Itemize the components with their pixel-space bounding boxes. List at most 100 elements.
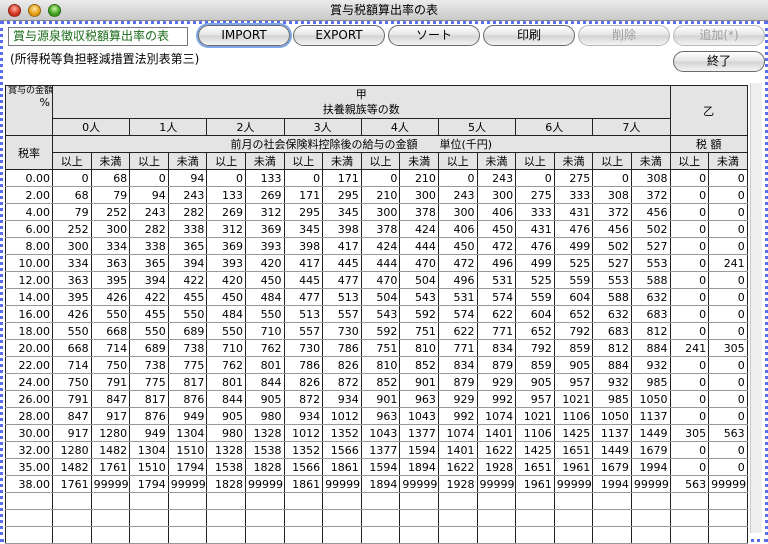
amount-cell[interactable]: 1861 (322, 458, 362, 476)
rate-cell[interactable]: 12.00 (5, 271, 53, 289)
amount-cell[interactable]: 477 (283, 288, 324, 306)
table-row[interactable]: 20.00 668 714 689 738 710 762 730 786 751 810 771 83… (5, 339, 748, 357)
table-row[interactable]: 28.00 847 917 876 949 905 980 934 1012 963 1043 992… (5, 407, 748, 425)
amount-cell[interactable]: 0 (669, 186, 710, 204)
amount-cell[interactable]: 714 (52, 356, 92, 374)
amount-cell[interactable]: 525 (515, 271, 555, 289)
amount-cell[interactable]: 0 (360, 169, 401, 187)
empty-cell[interactable] (476, 526, 517, 544)
amount-cell[interactable]: 1928 (476, 458, 517, 476)
quit-button[interactable]: 終了 (673, 51, 765, 72)
amount-cell[interactable]: 369 (244, 220, 285, 238)
amount-cell[interactable]: 455 (167, 288, 208, 306)
amount-cell[interactable]: 980 (206, 424, 246, 442)
amount-cell[interactable]: 1594 (399, 441, 439, 459)
amount-cell[interactable]: 496 (437, 271, 478, 289)
amount-cell[interactable]: 0 (708, 305, 748, 323)
amount-cell[interactable]: 1425 (515, 441, 555, 459)
amount-cell[interactable]: 252 (52, 220, 92, 238)
amount-cell[interactable]: 79 (52, 203, 92, 221)
table-row[interactable]: 2.00 68 79 94 243 133 269 171 295 210 300 243 300 275… (5, 186, 748, 204)
empty-cell[interactable] (360, 526, 401, 544)
rate-cell[interactable]: 8.00 (5, 237, 53, 255)
empty-cell[interactable] (167, 526, 208, 544)
amount-cell[interactable]: 574 (476, 288, 517, 306)
amount-cell[interactable]: 934 (283, 407, 324, 425)
amount-cell[interactable]: 1566 (283, 458, 324, 476)
empty-cell[interactable] (399, 509, 439, 527)
amount-cell[interactable]: 0 (669, 322, 710, 340)
amount-cell[interactable]: 0 (669, 237, 710, 255)
amount-cell[interactable]: 1761 (52, 475, 92, 493)
amount-cell[interactable]: 550 (90, 305, 131, 323)
amount-cell[interactable]: 847 (90, 390, 131, 408)
empty-cell[interactable] (360, 492, 401, 510)
empty-cell[interactable] (592, 492, 632, 510)
amount-cell[interactable]: 1928 (437, 475, 478, 493)
empty-cell[interactable] (283, 526, 324, 544)
amount-cell[interactable]: 810 (360, 356, 401, 374)
empty-cell[interactable] (244, 492, 285, 510)
amount-cell[interactable]: 527 (592, 254, 632, 272)
table-row[interactable]: 8.00 300 334 338 365 369 393 398 417 424 444 450 472… (5, 237, 748, 255)
amount-cell[interactable]: 1074 (476, 407, 517, 425)
rate-cell[interactable]: 2.00 (5, 186, 53, 204)
table-name-field[interactable]: 賞与源泉徴収税額算出率の表 (8, 27, 188, 46)
amount-cell[interactable]: 710 (206, 339, 246, 357)
amount-cell[interactable]: 426 (90, 288, 131, 306)
empty-cell[interactable] (52, 492, 92, 510)
amount-cell[interactable]: 300 (399, 186, 439, 204)
amount-cell[interactable]: 1510 (129, 458, 169, 476)
amount-cell[interactable]: 0 (708, 186, 748, 204)
amount-cell[interactable]: 622 (476, 305, 517, 323)
empty-cell[interactable] (360, 509, 401, 527)
rate-cell[interactable]: 14.00 (5, 288, 53, 306)
amount-cell[interactable]: 243 (476, 169, 517, 187)
amount-cell[interactable]: 99999 (630, 475, 671, 493)
amount-cell[interactable]: 1425 (553, 424, 594, 442)
empty-cell[interactable] (553, 492, 594, 510)
amount-cell[interactable]: 771 (476, 322, 517, 340)
export-button[interactable]: EXPORT (293, 25, 385, 46)
empty-cell[interactable] (167, 492, 208, 510)
amount-cell[interactable]: 668 (90, 322, 131, 340)
amount-cell[interactable]: 1106 (515, 424, 555, 442)
amount-cell[interactable]: 817 (129, 390, 169, 408)
amount-cell[interactable]: 504 (399, 271, 439, 289)
amount-cell[interactable]: 543 (399, 288, 439, 306)
amount-cell[interactable]: 792 (553, 322, 594, 340)
amount-cell[interactable]: 394 (129, 271, 169, 289)
amount-cell[interactable]: 1651 (553, 441, 594, 459)
amount-cell[interactable]: 905 (553, 356, 594, 374)
minimize-button[interactable] (28, 4, 41, 17)
amount-cell[interactable]: 470 (360, 271, 401, 289)
amount-cell[interactable]: 0 (669, 271, 710, 289)
amount-cell[interactable]: 365 (167, 237, 208, 255)
amount-cell[interactable]: 559 (553, 271, 594, 289)
amount-cell[interactable]: 0 (669, 203, 710, 221)
amount-cell[interactable]: 1012 (283, 424, 324, 442)
amount-cell[interactable]: 502 (592, 237, 632, 255)
amount-cell[interactable]: 300 (52, 237, 92, 255)
amount-cell[interactable]: 305 (669, 424, 710, 442)
amount-cell[interactable]: 1794 (129, 475, 169, 493)
amount-cell[interactable]: 252 (90, 203, 131, 221)
amount-cell[interactable]: 905 (206, 407, 246, 425)
amount-cell[interactable]: 420 (244, 254, 285, 272)
empty-cell[interactable] (129, 526, 169, 544)
amount-cell[interactable]: 992 (437, 407, 478, 425)
empty-cell[interactable] (90, 492, 131, 510)
empty-cell[interactable] (5, 492, 53, 510)
amount-cell[interactable]: 1794 (167, 458, 208, 476)
empty-cell[interactable] (90, 509, 131, 527)
amount-cell[interactable]: 450 (206, 288, 246, 306)
amount-cell[interactable]: 1106 (553, 407, 594, 425)
empty-cell[interactable] (90, 526, 131, 544)
amount-cell[interactable]: 1043 (360, 424, 401, 442)
amount-cell[interactable]: 445 (322, 254, 362, 272)
amount-cell[interactable]: 901 (360, 390, 401, 408)
amount-cell[interactable]: 1021 (515, 407, 555, 425)
amount-cell[interactable]: 917 (52, 424, 92, 442)
amount-cell[interactable]: 1651 (515, 458, 555, 476)
amount-cell[interactable]: 1961 (515, 475, 555, 493)
